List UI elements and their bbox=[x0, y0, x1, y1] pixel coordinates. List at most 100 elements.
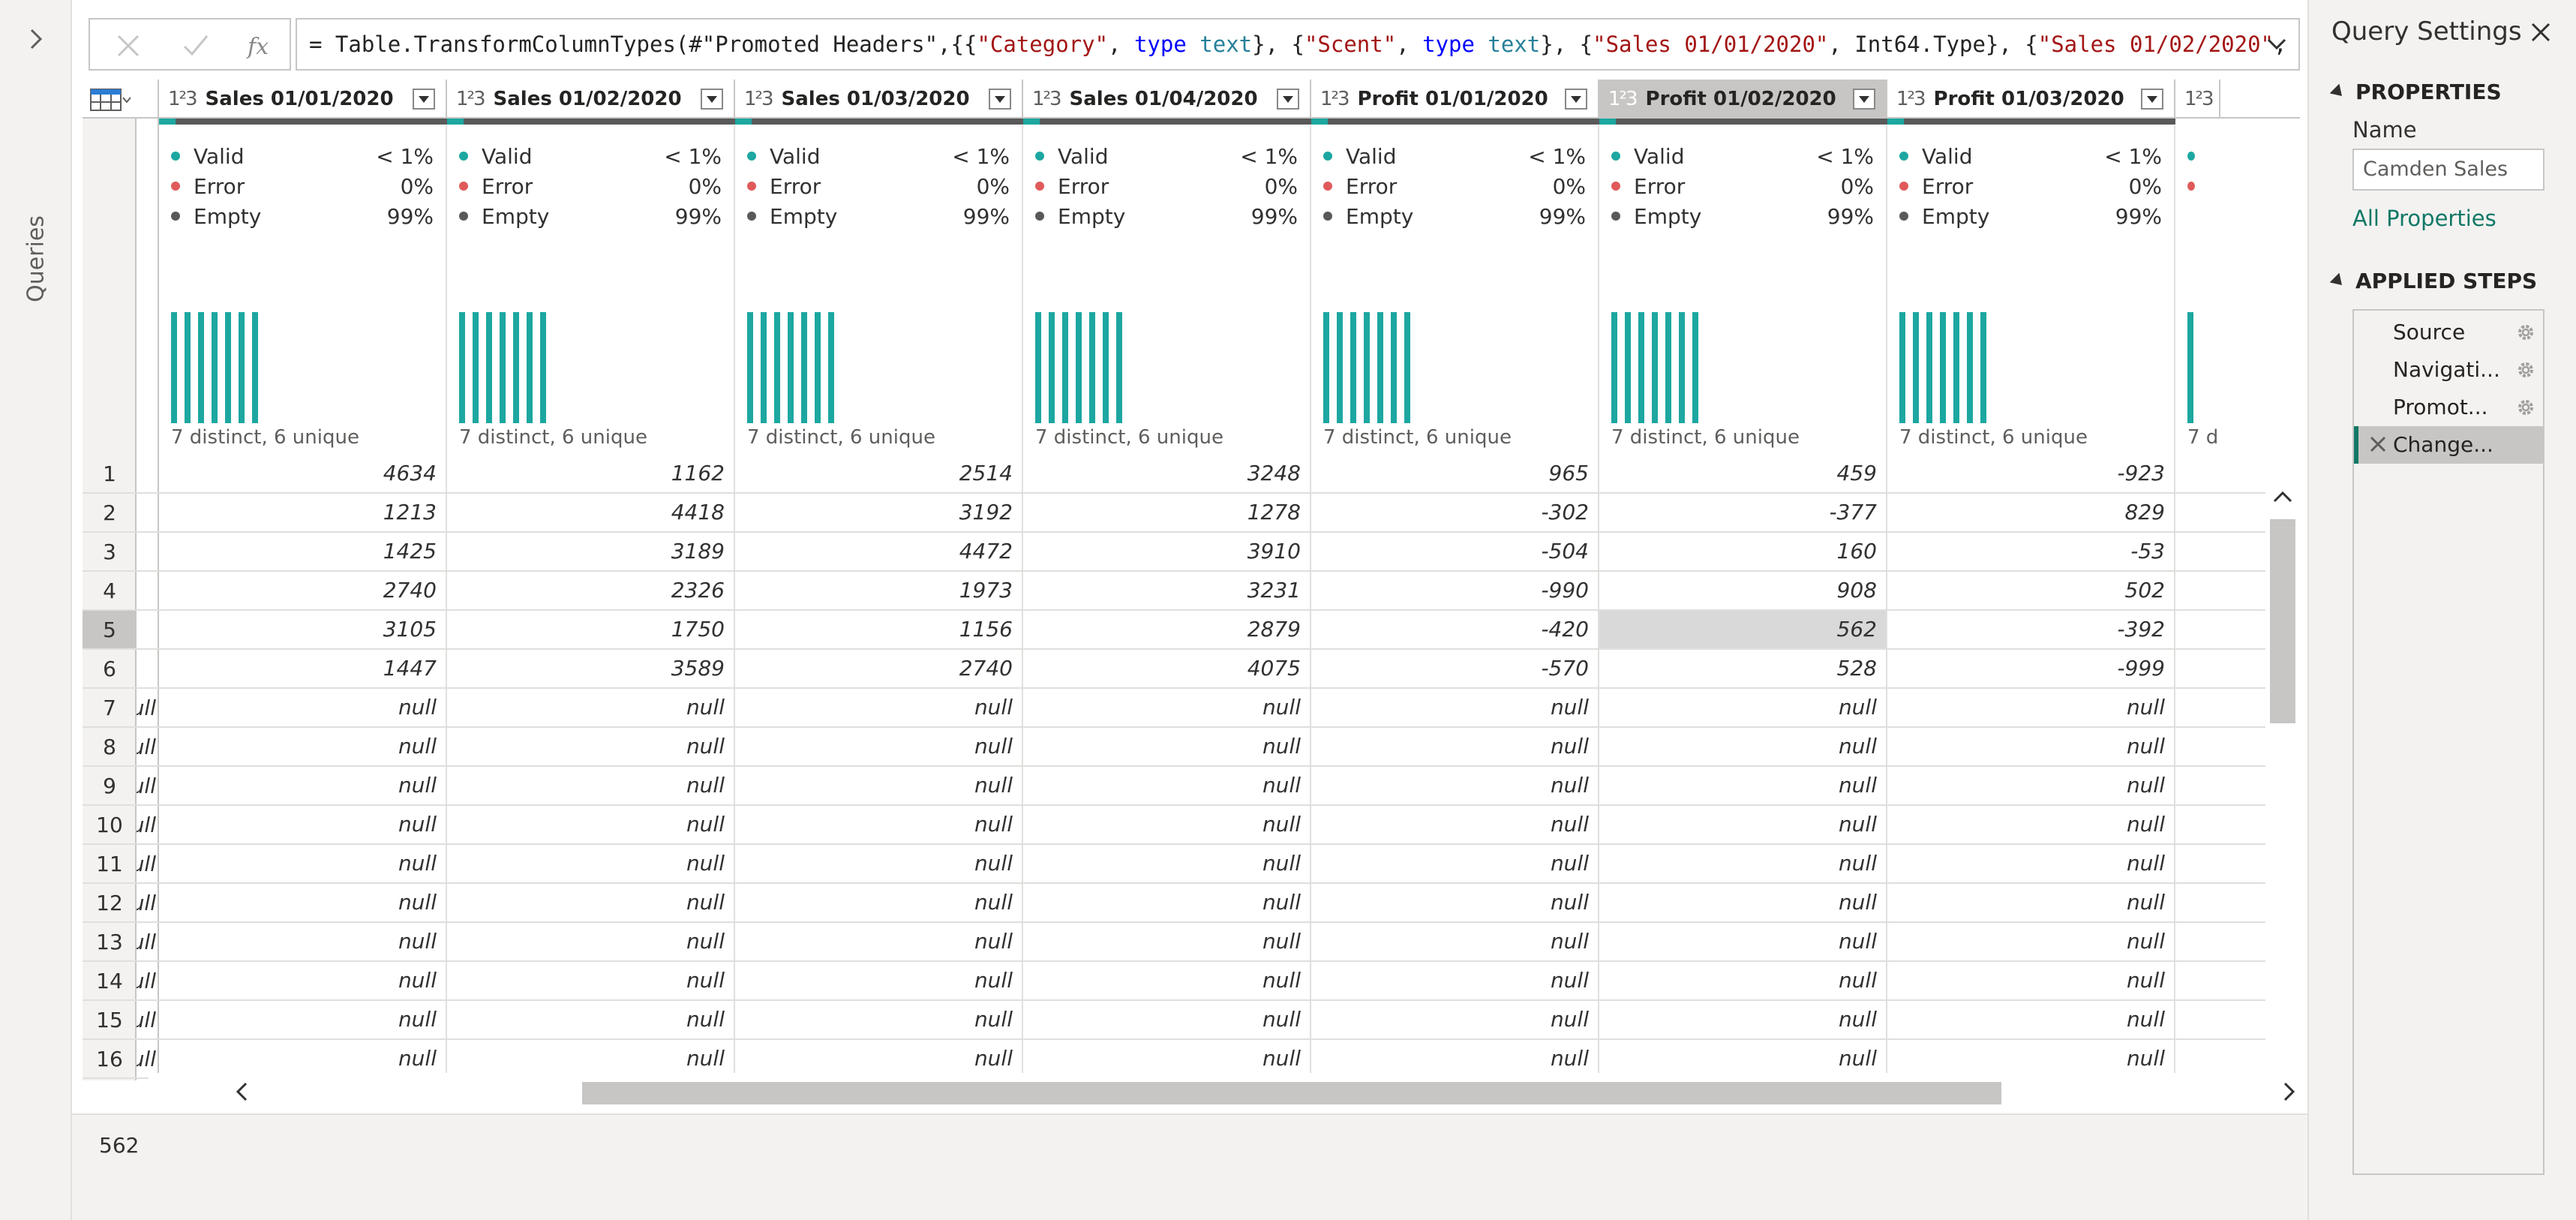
table-cell[interactable]: null bbox=[447, 1001, 735, 1038]
table-cell[interactable]: null bbox=[159, 884, 447, 921]
close-icon[interactable] bbox=[2528, 20, 2553, 45]
table-cell[interactable]: null bbox=[1887, 806, 2175, 843]
table-cell[interactable]: -990 bbox=[1311, 572, 1599, 609]
column-filter-dropdown[interactable] bbox=[701, 89, 723, 110]
table-cell[interactable]: null bbox=[159, 923, 447, 960]
table-cell[interactable]: 2740 bbox=[735, 650, 1023, 687]
table-cell[interactable]: -302 bbox=[1311, 494, 1599, 531]
table-cell[interactable]: -53 bbox=[1887, 533, 2175, 570]
row-number[interactable]: 16 bbox=[96, 1047, 123, 1071]
table-cell[interactable]: null bbox=[735, 923, 1023, 960]
table-cell[interactable]: null bbox=[447, 962, 735, 999]
table-cell[interactable]: 4634 bbox=[159, 455, 447, 492]
table-cell[interactable]: 3910 bbox=[1023, 533, 1311, 570]
table-cell[interactable]: null bbox=[1023, 884, 1311, 921]
table-cell[interactable]: null bbox=[447, 689, 735, 726]
table-cell[interactable]: null bbox=[447, 1040, 735, 1077]
table-cell[interactable]: null bbox=[159, 689, 447, 726]
table-cell[interactable]: null bbox=[1887, 1001, 2175, 1038]
table-cell[interactable]: 3231 bbox=[1023, 572, 1311, 609]
table-cell[interactable]: 2326 bbox=[447, 572, 735, 609]
confirm-icon[interactable] bbox=[179, 29, 213, 63]
table-cell[interactable]: null bbox=[1311, 1040, 1599, 1077]
table-cell[interactable]: null bbox=[1311, 923, 1599, 960]
table-cell[interactable]: null bbox=[1023, 923, 1311, 960]
table-cell[interactable]: 1162 bbox=[447, 455, 735, 492]
table-cell[interactable]: null bbox=[1599, 689, 1887, 726]
column-header[interactable]: 1²3 Sales 01/04/2020 bbox=[1023, 80, 1311, 119]
table-cell[interactable]: 3589 bbox=[447, 650, 735, 687]
table-cell[interactable]: null bbox=[1887, 1040, 2175, 1077]
row-number[interactable]: 2 bbox=[103, 500, 116, 525]
table-cell[interactable]: null bbox=[1887, 962, 2175, 999]
table-cell[interactable]: null bbox=[159, 1001, 447, 1038]
table-cell[interactable]: 3189 bbox=[447, 533, 735, 570]
table-cell[interactable]: null bbox=[735, 806, 1023, 843]
table-cell[interactable]: 908 bbox=[1599, 572, 1887, 609]
row-number[interactable]: 14 bbox=[96, 969, 123, 993]
table-cell-clipped[interactable]: ull bbox=[137, 930, 156, 954]
table-cell[interactable]: null bbox=[1599, 806, 1887, 843]
applied-step[interactable]: Promot... bbox=[2354, 389, 2543, 426]
queries-label[interactable]: Queries bbox=[23, 215, 50, 302]
table-cell[interactable]: null bbox=[1599, 1001, 1887, 1038]
row-number[interactable]: 10 bbox=[96, 813, 123, 837]
table-cell[interactable]: null bbox=[1023, 806, 1311, 843]
table-cell[interactable]: null bbox=[1023, 962, 1311, 999]
row-number[interactable]: 6 bbox=[103, 657, 116, 681]
column-header-clipped[interactable]: 1²3 bbox=[2175, 80, 2220, 119]
table-cell[interactable]: null bbox=[1023, 845, 1311, 882]
table-cell[interactable]: -420 bbox=[1311, 611, 1599, 648]
all-properties-link[interactable]: All Properties bbox=[2352, 206, 2496, 231]
row-number[interactable]: 11 bbox=[96, 852, 123, 876]
row-number[interactable]: 12 bbox=[96, 891, 123, 915]
row-number[interactable]: 3 bbox=[103, 539, 116, 564]
table-cell[interactable]: 2879 bbox=[1023, 611, 1311, 648]
table-cell[interactable]: 4418 bbox=[447, 494, 735, 531]
delete-step-icon[interactable] bbox=[2367, 434, 2388, 455]
row-number[interactable]: 9 bbox=[103, 774, 116, 798]
table-cell[interactable]: 562 bbox=[1599, 611, 1887, 648]
row-number[interactable]: 15 bbox=[96, 1008, 123, 1032]
table-cell[interactable]: null bbox=[1599, 884, 1887, 921]
expand-queries-icon[interactable] bbox=[23, 26, 50, 53]
table-cell[interactable]: null bbox=[735, 1040, 1023, 1077]
table-cell[interactable]: null bbox=[1887, 767, 2175, 804]
expand-formula-icon[interactable] bbox=[2264, 32, 2289, 57]
table-cell[interactable]: 829 bbox=[1887, 494, 2175, 531]
column-filter-dropdown[interactable] bbox=[1277, 89, 1299, 110]
table-cell[interactable]: 1278 bbox=[1023, 494, 1311, 531]
row-number[interactable]: 8 bbox=[103, 735, 116, 759]
table-cell[interactable]: 1750 bbox=[447, 611, 735, 648]
formula-input[interactable]: = Table.TransformColumnTypes(#"Promoted … bbox=[296, 18, 2300, 71]
scroll-up-icon[interactable] bbox=[2271, 488, 2294, 506]
table-cell[interactable]: 3105 bbox=[159, 611, 447, 648]
gear-icon[interactable] bbox=[2516, 360, 2535, 380]
table-cell-clipped[interactable]: ull bbox=[137, 1008, 156, 1032]
table-cell[interactable]: 1973 bbox=[735, 572, 1023, 609]
whole-number-type-icon[interactable]: 1²3 bbox=[456, 88, 485, 110]
table-cell[interactable]: null bbox=[1311, 689, 1599, 726]
table-cell[interactable]: null bbox=[1311, 767, 1599, 804]
table-cell[interactable]: null bbox=[159, 806, 447, 843]
column-filter-dropdown[interactable] bbox=[989, 89, 1011, 110]
applied-steps-section-header[interactable]: APPLIED STEPS bbox=[2329, 269, 2537, 293]
table-cell[interactable]: null bbox=[735, 767, 1023, 804]
whole-number-type-icon[interactable]: 1²3 bbox=[2184, 88, 2214, 110]
table-cell[interactable]: null bbox=[159, 845, 447, 882]
table-cell[interactable]: null bbox=[1599, 845, 1887, 882]
column-filter-dropdown[interactable] bbox=[1565, 89, 1587, 110]
table-cell-clipped[interactable]: ull bbox=[137, 1047, 156, 1071]
table-cell[interactable]: 160 bbox=[1599, 533, 1887, 570]
cancel-icon[interactable] bbox=[111, 29, 146, 63]
table-cell-clipped[interactable]: ull bbox=[137, 774, 156, 798]
table-cell[interactable]: null bbox=[735, 845, 1023, 882]
table-cell[interactable]: 528 bbox=[1599, 650, 1887, 687]
table-cell[interactable]: 1447 bbox=[159, 650, 447, 687]
table-cell[interactable]: null bbox=[1311, 962, 1599, 999]
whole-number-type-icon[interactable]: 1²3 bbox=[1320, 88, 1350, 110]
table-cell[interactable]: null bbox=[1599, 767, 1887, 804]
table-cell[interactable]: null bbox=[1887, 884, 2175, 921]
table-cell[interactable]: null bbox=[447, 806, 735, 843]
table-cell[interactable]: null bbox=[447, 728, 735, 765]
